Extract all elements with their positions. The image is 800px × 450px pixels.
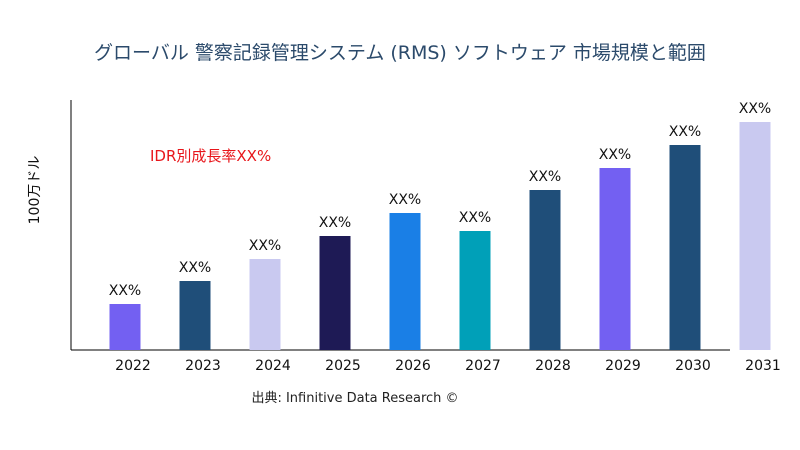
x-tick-2026: 2026	[395, 358, 431, 374]
bar-2028	[529, 190, 561, 350]
x-tick-2029: 2029	[605, 358, 641, 374]
x-tick-2023: 2023	[185, 358, 221, 374]
x-tick-2025: 2025	[325, 358, 361, 374]
bar-2024	[249, 259, 281, 350]
data-label-2022: XX%	[109, 283, 141, 299]
data-label-2031: XX%	[739, 101, 771, 117]
data-label-2024: XX%	[249, 238, 281, 254]
data-label-2029: XX%	[599, 147, 631, 163]
x-tick-2027: 2027	[465, 358, 501, 374]
bar-2025	[319, 236, 351, 350]
chart-title: グローバル 警察記録管理システム (RMS) ソフトウェア 市場規模と範囲	[94, 42, 706, 64]
bar-2023	[179, 281, 211, 350]
bar-2027	[459, 231, 491, 350]
bar-2031	[739, 122, 771, 350]
data-label-2025: XX%	[319, 215, 351, 231]
bar-2026	[389, 213, 421, 350]
bar-2030	[669, 145, 701, 350]
x-tick-2024: 2024	[255, 358, 291, 374]
data-label-2023: XX%	[179, 260, 211, 276]
source-note: 出典: Infinitive Data Research ©	[251, 391, 459, 406]
data-label-2026: XX%	[389, 192, 421, 208]
x-tick-2022: 2022	[115, 358, 151, 374]
x-tick-2030: 2030	[675, 358, 711, 374]
x-tick-2031: 2031	[745, 358, 781, 374]
growth-annotation: IDR別成長率XX%	[150, 147, 272, 165]
x-tick-2028: 2028	[535, 358, 571, 374]
bar-2022	[109, 304, 141, 350]
data-label-2027: XX%	[459, 210, 491, 226]
bar-2029	[599, 168, 631, 350]
data-label-2028: XX%	[529, 169, 561, 185]
data-label-2030: XX%	[669, 124, 701, 140]
